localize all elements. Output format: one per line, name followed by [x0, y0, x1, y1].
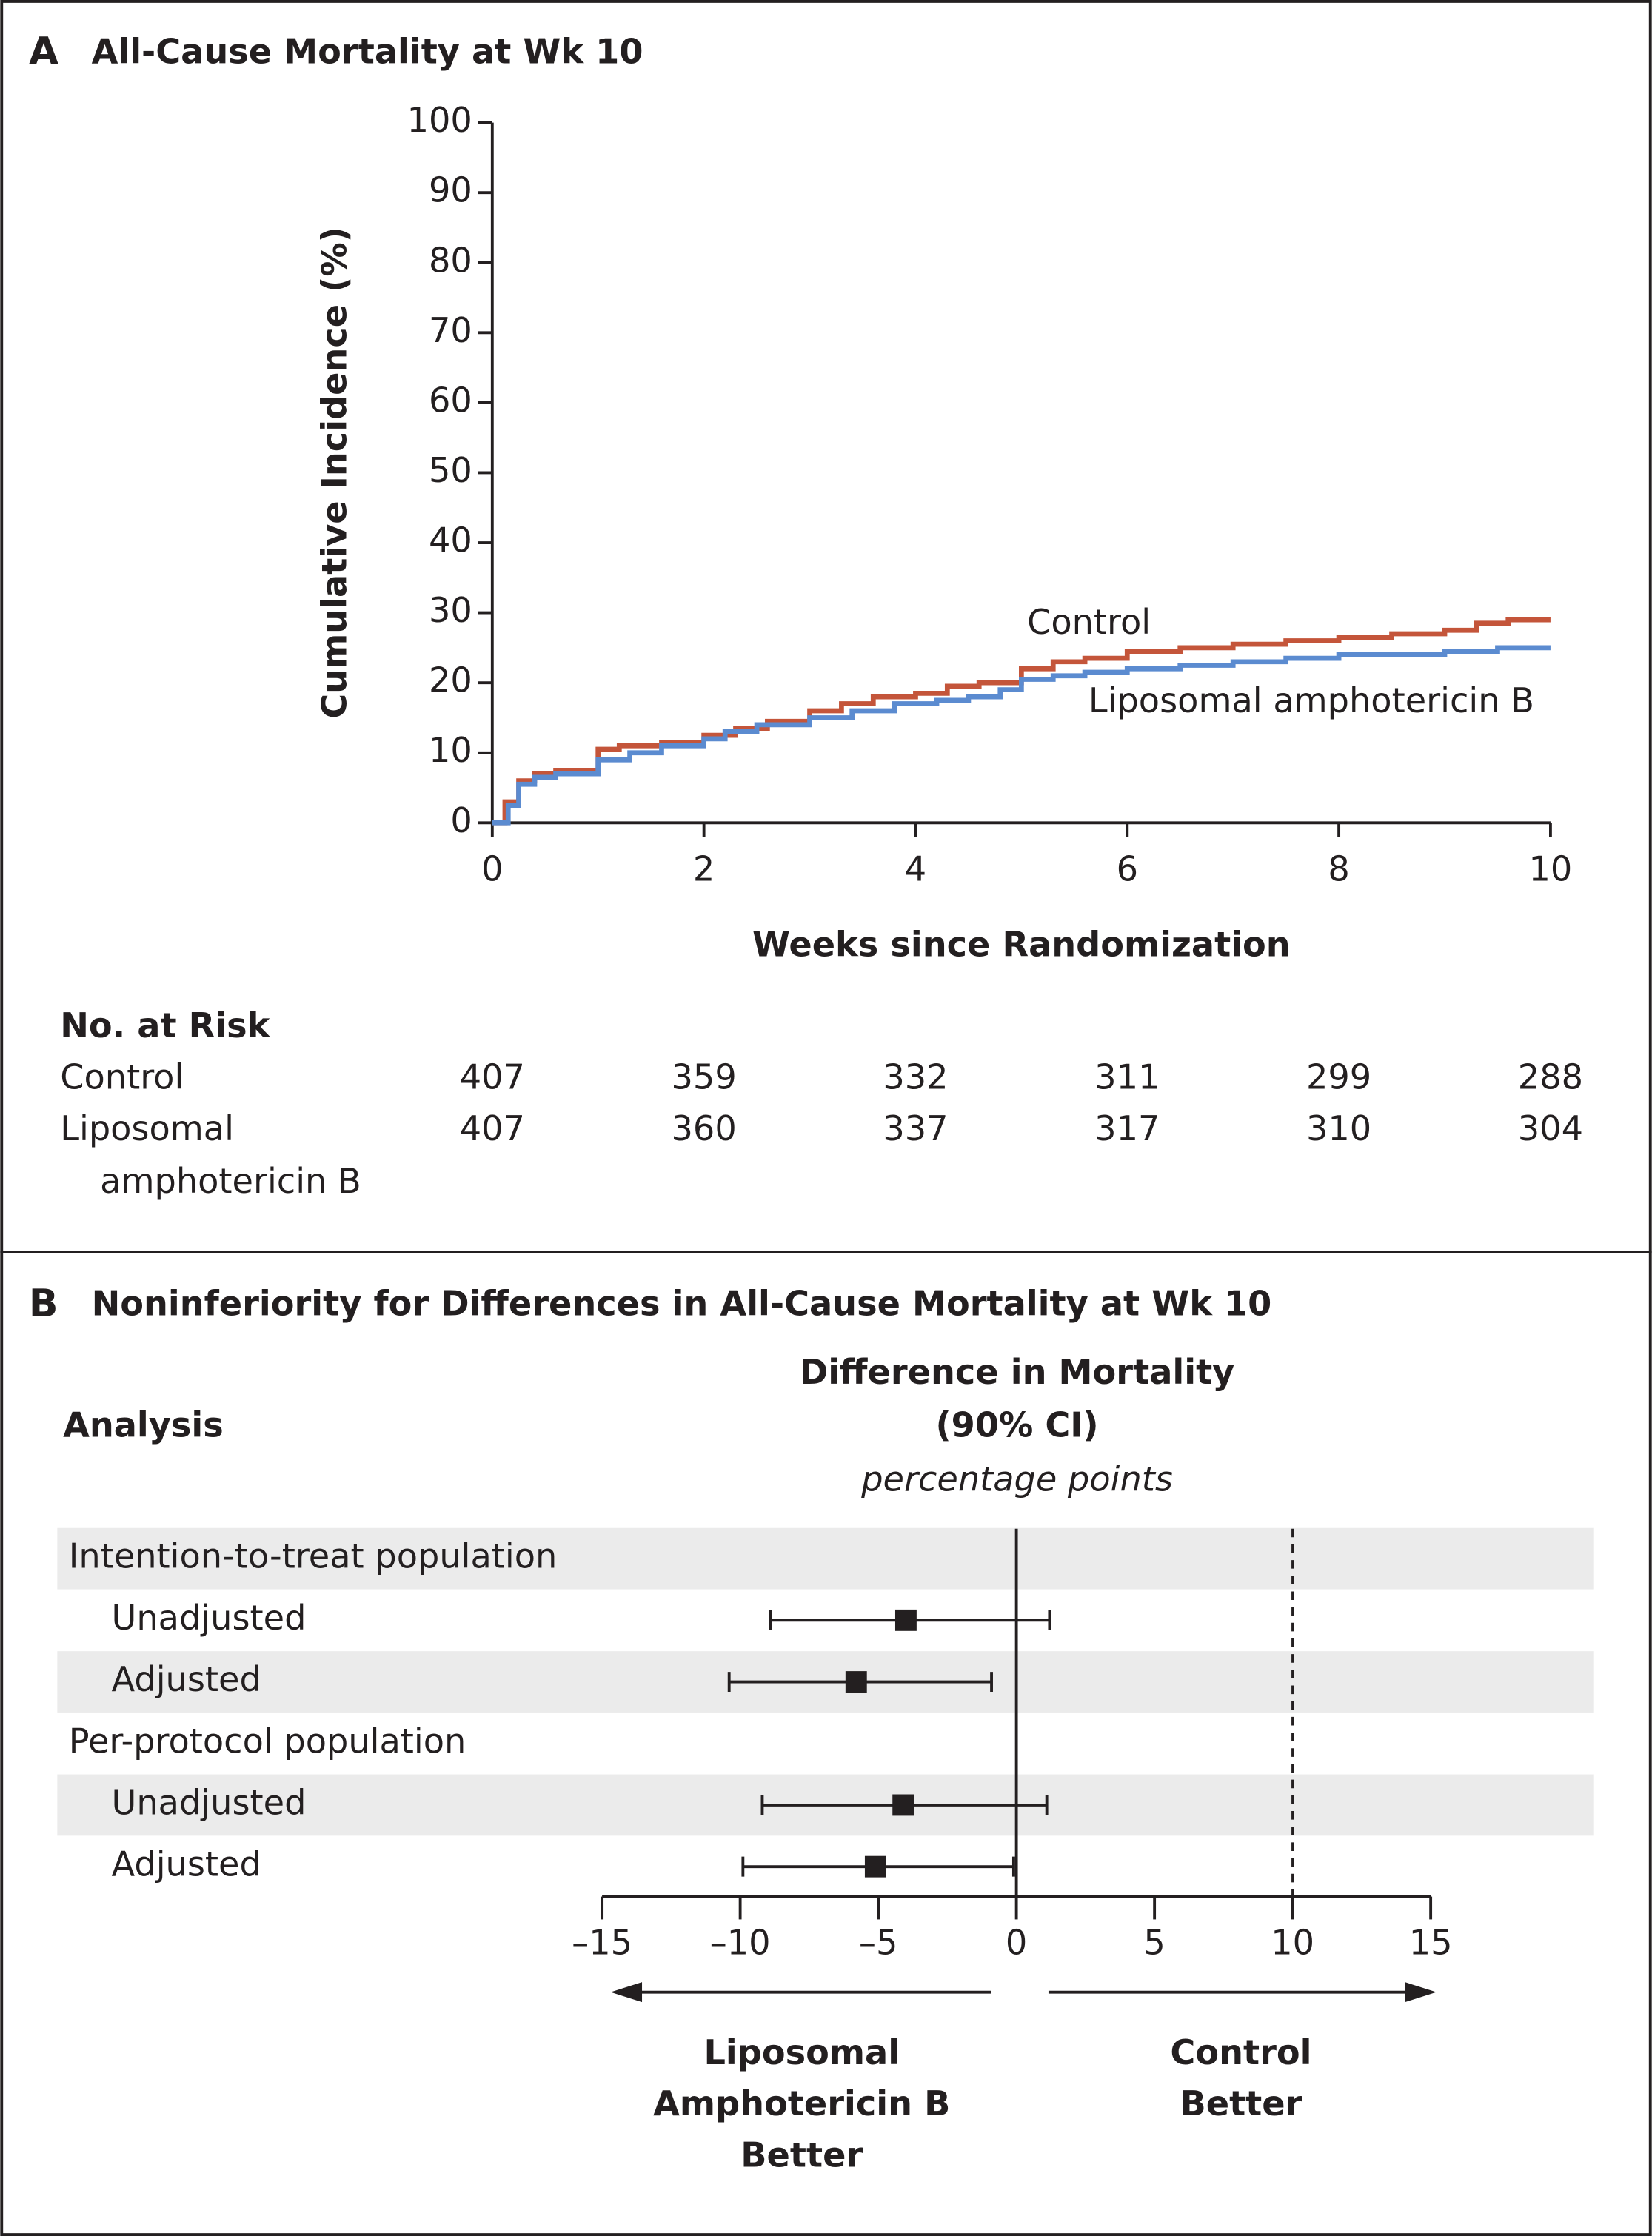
risk-value: 310: [1306, 1108, 1371, 1148]
risk-value: 360: [672, 1108, 737, 1148]
risk-value: 311: [1094, 1057, 1160, 1097]
row-label: Adjusted: [112, 1659, 261, 1699]
x-tick-label: –10: [710, 1923, 771, 1963]
y-tick-label: 70: [429, 310, 472, 350]
column-header: (90% CI): [936, 1405, 1099, 1445]
risk-value: 337: [883, 1108, 948, 1148]
y-tick-label: 90: [429, 170, 472, 210]
x-tick-label: 10: [1529, 848, 1573, 888]
risk-row-label: amphotericin B: [100, 1161, 361, 1201]
x-tick-label: –5: [859, 1923, 898, 1963]
x-tick-label: 5: [1143, 1923, 1165, 1963]
row-label: Adjusted: [112, 1844, 261, 1884]
risk-row-label: Control: [60, 1057, 184, 1097]
risk-table-title: No. at Risk: [60, 1005, 270, 1045]
x-tick-label: 4: [905, 848, 926, 888]
y-tick-label: 0: [450, 800, 472, 840]
arrow-head: [1405, 1982, 1437, 2003]
chart-title: All-Cause Mortality at Wk 10: [92, 32, 643, 72]
y-tick-label: 30: [429, 590, 472, 630]
x-tick-label: 6: [1117, 848, 1138, 888]
point-estimate: [894, 1609, 917, 1631]
chart-title: Noninferiority for Differences in All-Ca…: [92, 1284, 1272, 1324]
series-label: Liposomal amphotericin B: [1088, 680, 1534, 720]
panel-letter: B: [29, 1282, 58, 1326]
row-label: Per-protocol population: [69, 1721, 466, 1761]
direction-label: Better: [1180, 2083, 1302, 2123]
y-tick-label: 20: [429, 660, 472, 700]
x-tick-label: 2: [693, 848, 715, 888]
row-label: Intention-to-treat population: [69, 1536, 558, 1576]
x-tick-label: 0: [1006, 1923, 1027, 1963]
row-label: Unadjusted: [112, 1782, 307, 1822]
point-estimate: [845, 1671, 867, 1693]
arrow-head: [610, 1982, 643, 2003]
direction-label: Control: [1170, 2032, 1311, 2072]
survival-line: [492, 645, 1551, 826]
risk-value: 299: [1306, 1057, 1371, 1097]
direction-label: Liposomal: [703, 2032, 900, 2072]
x-tick-label: 10: [1271, 1923, 1314, 1963]
y-tick-label: 40: [429, 520, 472, 560]
x-tick-label: 0: [481, 848, 503, 888]
y-tick-label: 50: [429, 450, 472, 490]
column-header: Analysis: [63, 1405, 224, 1445]
risk-value: 407: [460, 1108, 525, 1148]
y-tick-label: 10: [429, 730, 472, 770]
y-tick-label: 60: [429, 380, 472, 420]
row-label: Unadjusted: [112, 1598, 307, 1638]
direction-label: Better: [740, 2135, 863, 2175]
column-header: Difference in Mortality: [800, 1352, 1234, 1392]
direction-label: Amphotericin B: [653, 2083, 950, 2123]
row-band: [57, 1527, 1594, 1590]
y-tick-label: 80: [429, 240, 472, 280]
risk-value: 359: [672, 1057, 737, 1097]
x-tick-label: 15: [1409, 1923, 1453, 1963]
point-estimate: [892, 1794, 914, 1816]
risk-value: 317: [1094, 1108, 1160, 1148]
risk-value: 304: [1518, 1108, 1583, 1148]
panel-letter: A: [29, 30, 58, 74]
series-label: Control: [1027, 602, 1151, 642]
x-tick-label: –15: [572, 1923, 632, 1963]
risk-row-label: Liposomal: [60, 1108, 234, 1148]
risk-value: 332: [883, 1057, 948, 1097]
risk-value: 288: [1518, 1057, 1583, 1097]
x-tick-label: 8: [1328, 848, 1349, 888]
point-estimate: [864, 1855, 886, 1878]
unit-label: percentage points: [860, 1459, 1173, 1499]
y-tick-label: 100: [407, 100, 472, 140]
x-axis-title: Weeks since Randomization: [752, 924, 1291, 964]
y-axis-title: Cumulative Incidence (%): [314, 227, 354, 719]
risk-value: 407: [460, 1057, 525, 1097]
